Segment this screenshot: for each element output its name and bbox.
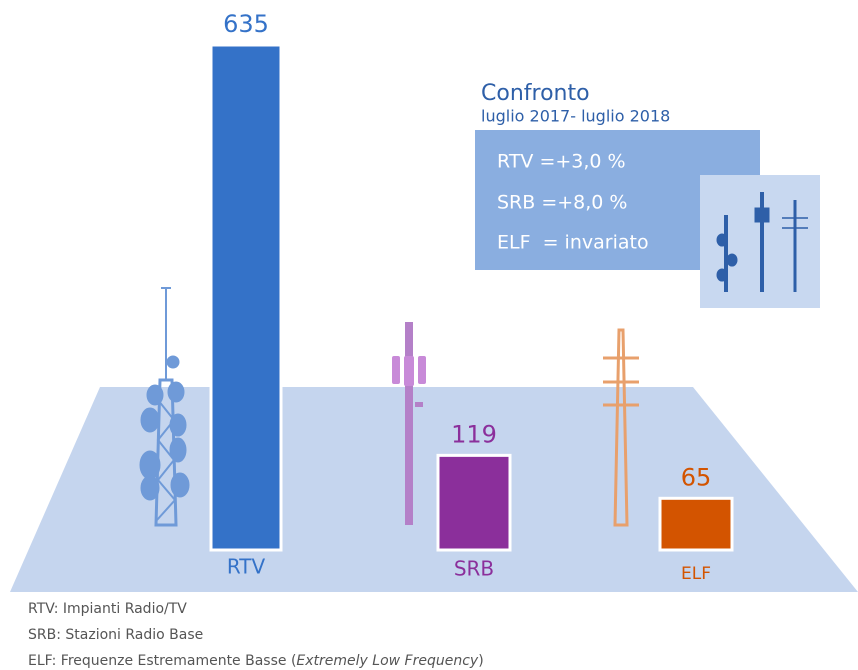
comparison-subtitle: luglio 2017- luglio 2018: [481, 107, 670, 126]
footnote-part: ): [478, 653, 483, 669]
footnote-part: ELF: Frequenze Estremamente Basse (: [28, 653, 296, 669]
comparison-title: Confronto: [481, 81, 590, 106]
bar: [209, 43, 283, 552]
bar: [658, 496, 734, 552]
footnote: SRB: Stazioni Radio Base: [28, 627, 203, 643]
x-tick-label: ELF: [681, 564, 711, 584]
bar: [436, 453, 512, 552]
value-label: 635: [223, 10, 269, 38]
towers-icon: [716, 192, 808, 292]
srb-tower-icon: [392, 322, 426, 525]
value-label: 119: [451, 420, 497, 448]
comparison-line: SRB =+8,0 %: [497, 192, 628, 214]
footnote-italic: Extremely Low Frequency: [296, 653, 478, 669]
footnote: RTV: Impianti Radio/TV: [28, 601, 187, 617]
value-label: 65: [681, 463, 712, 491]
comparison-line: ELF = invariato: [497, 232, 649, 254]
x-tick-label: RTV: [227, 555, 266, 579]
floor: [10, 387, 858, 592]
x-tick-label: SRB: [454, 557, 494, 581]
elf-tower-icon: [603, 328, 639, 527]
rtv-tower-icon: [139, 287, 190, 527]
comparison-line: RTV =+3,0 %: [497, 151, 626, 173]
footnote: ELF: Frequenze Estremamente Basse (Extre…: [28, 653, 484, 669]
